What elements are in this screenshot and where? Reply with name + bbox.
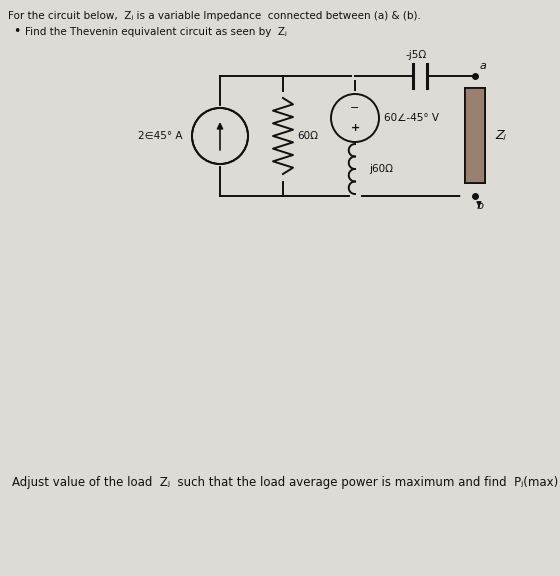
Text: 60Ω: 60Ω xyxy=(297,131,318,141)
Text: 60∠-45° V: 60∠-45° V xyxy=(384,113,439,123)
Text: -j5Ω: -j5Ω xyxy=(405,50,427,60)
Text: a: a xyxy=(480,61,487,71)
Text: Adjust value of the load  Zⱼ  such that the load average power is maximum and fi: Adjust value of the load Zⱼ such that th… xyxy=(12,476,558,489)
Text: 2∈45° A: 2∈45° A xyxy=(138,131,182,141)
Text: •: • xyxy=(13,25,20,38)
Text: b: b xyxy=(477,201,484,211)
Text: +: + xyxy=(351,123,360,133)
Bar xyxy=(465,88,485,183)
Text: −: − xyxy=(351,103,360,113)
Text: j60Ω: j60Ω xyxy=(369,164,393,174)
Text: Zⱼ: Zⱼ xyxy=(495,130,506,142)
Text: Find the Thevenin equivalent circuit as seen by  Zⱼ: Find the Thevenin equivalent circuit as … xyxy=(25,27,287,37)
Bar xyxy=(465,88,485,183)
Text: For the circuit below,  Zⱼ is a variable Impedance  connected between (a) & (b).: For the circuit below, Zⱼ is a variable … xyxy=(8,11,421,21)
